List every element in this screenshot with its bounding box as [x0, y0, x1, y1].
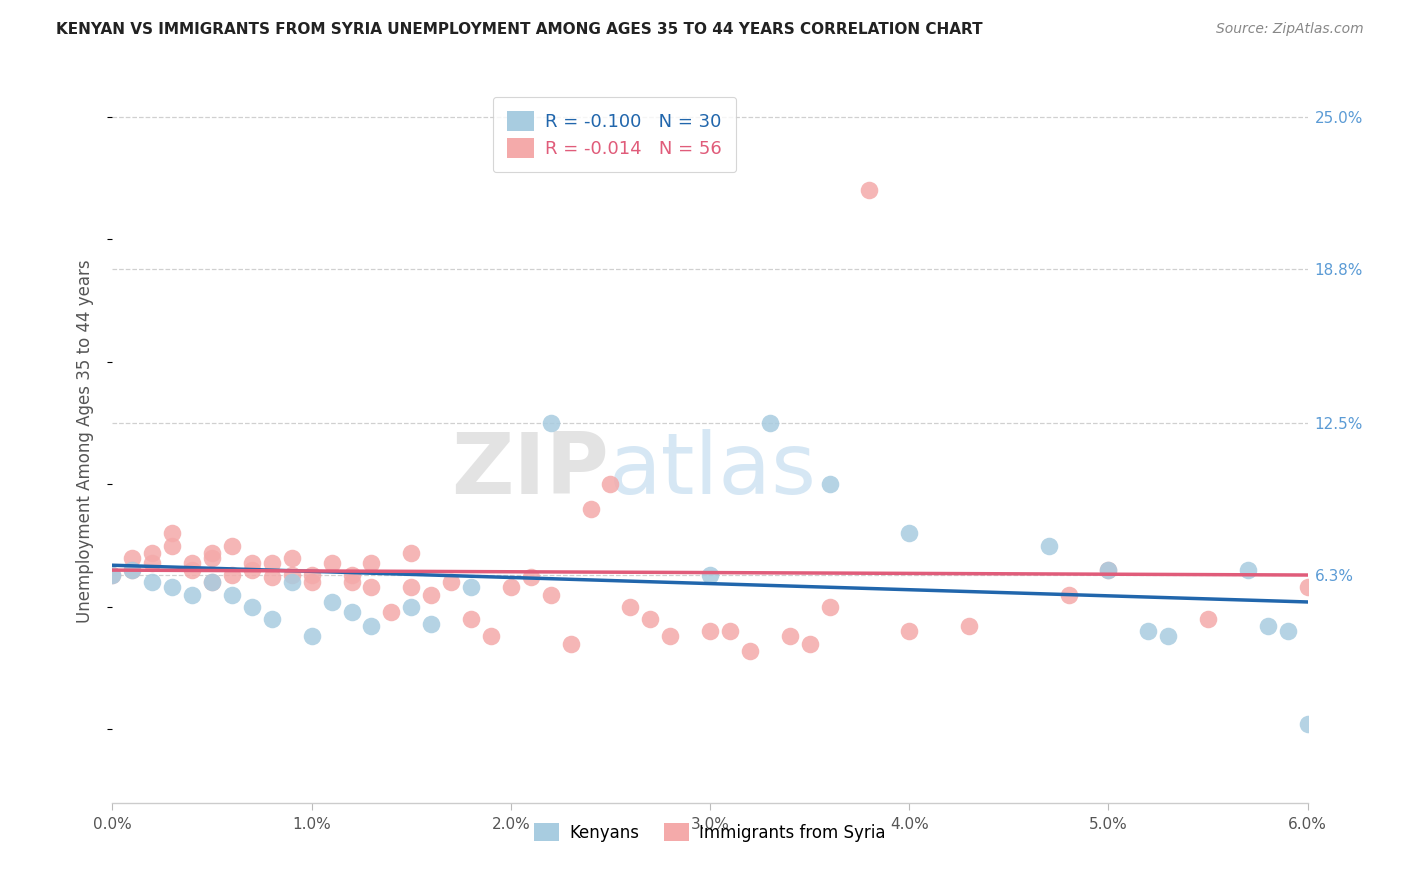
Point [640, 612, 662, 626]
Text: KENYAN VS IMMIGRANTS FROM SYRIA UNEMPLOYMENT AMONG AGES 35 TO 44 YEARS CORRELATI: KENYAN VS IMMIGRANTS FROM SYRIA UNEMPLOY… [56, 22, 983, 37]
Point [718, 624, 741, 639]
Point [479, 629, 502, 643]
Point [301, 629, 323, 643]
Point [460, 612, 482, 626]
Point [301, 568, 323, 582]
Point [101, 568, 124, 582]
Point [240, 556, 263, 570]
Point [1157, 629, 1180, 643]
Point [281, 568, 304, 582]
Point [240, 599, 263, 614]
Point [101, 568, 124, 582]
Point [540, 416, 562, 430]
Point [1057, 588, 1080, 602]
Point [221, 568, 243, 582]
Point [401, 599, 423, 614]
Point [699, 568, 721, 582]
Point [1097, 563, 1119, 577]
Point [162, 539, 183, 553]
Point [360, 556, 382, 570]
Point [141, 556, 163, 570]
Point [340, 575, 363, 590]
Point [699, 624, 721, 639]
Point [321, 556, 343, 570]
Point [260, 612, 283, 626]
Point [401, 546, 423, 560]
Point [401, 580, 423, 594]
Point [579, 502, 602, 516]
Point [540, 588, 562, 602]
Point [957, 619, 980, 633]
Point [759, 416, 782, 430]
Point [619, 599, 641, 614]
Point [240, 563, 263, 577]
Point [340, 605, 363, 619]
Legend: Kenyans, Immigrants from Syria: Kenyans, Immigrants from Syria [527, 817, 893, 848]
Point [1296, 580, 1319, 594]
Point [818, 599, 841, 614]
Point [738, 644, 761, 658]
Point [1137, 624, 1160, 639]
Point [1197, 612, 1219, 626]
Point [281, 550, 304, 565]
Point [201, 546, 224, 560]
Point [301, 575, 323, 590]
Point [520, 570, 543, 584]
Point [779, 629, 801, 643]
Point [201, 550, 224, 565]
Point [201, 575, 224, 590]
Point [1257, 619, 1279, 633]
Text: atlas: atlas [609, 429, 817, 512]
Point [162, 580, 183, 594]
Point [260, 570, 283, 584]
Point [260, 556, 283, 570]
Point [420, 588, 443, 602]
Text: ZIP: ZIP [451, 429, 609, 512]
Point [1097, 563, 1119, 577]
Point [1277, 624, 1299, 639]
Point [499, 580, 522, 594]
Point [181, 556, 204, 570]
Point [121, 563, 143, 577]
Point [321, 595, 343, 609]
Point [460, 580, 482, 594]
Point [380, 605, 402, 619]
Point [201, 575, 224, 590]
Point [420, 617, 443, 632]
Point [360, 619, 382, 633]
Point [659, 629, 682, 643]
Point [181, 588, 204, 602]
Point [181, 563, 204, 577]
Point [898, 526, 921, 541]
Point [221, 588, 243, 602]
Point [1296, 717, 1319, 731]
Point [221, 539, 243, 553]
Point [799, 637, 821, 651]
Point [560, 637, 582, 651]
Point [898, 624, 921, 639]
Point [141, 575, 163, 590]
Point [818, 477, 841, 491]
Point [162, 526, 183, 541]
Point [1038, 539, 1060, 553]
Y-axis label: Unemployment Among Ages 35 to 44 years: Unemployment Among Ages 35 to 44 years [76, 260, 94, 624]
Point [858, 184, 880, 198]
Point [1237, 563, 1260, 577]
Point [121, 563, 143, 577]
Point [440, 575, 463, 590]
Point [599, 477, 621, 491]
Point [121, 550, 143, 565]
Point [141, 546, 163, 560]
Point [340, 568, 363, 582]
Point [281, 575, 304, 590]
Text: Source: ZipAtlas.com: Source: ZipAtlas.com [1216, 22, 1364, 37]
Point [360, 580, 382, 594]
